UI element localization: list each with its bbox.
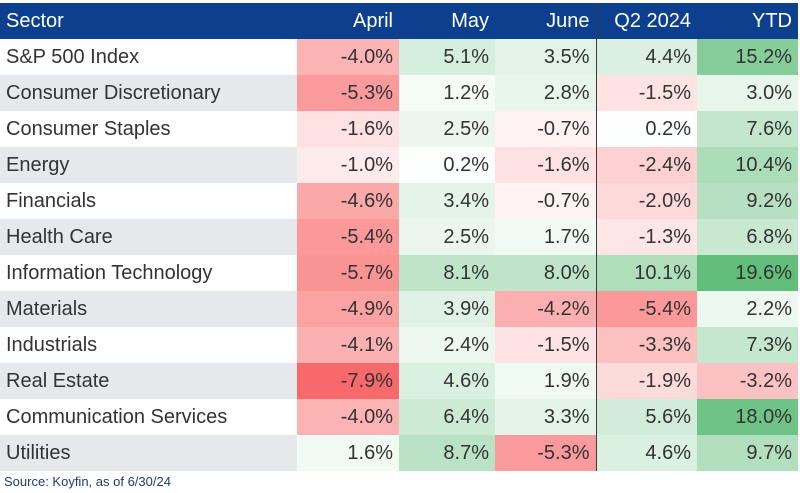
value-cell-may: 8.7% <box>399 435 495 471</box>
value-cell-april: 1.6% <box>297 435 399 471</box>
value-cell-may: 2.5% <box>399 111 495 147</box>
value-cell-ytd: 19.6% <box>697 255 798 291</box>
value-cell-ytd: 10.4% <box>697 147 798 183</box>
value-cell-june: -0.7% <box>495 111 596 147</box>
value-cell-may: 8.1% <box>399 255 495 291</box>
value-cell-q2-2024: -2.4% <box>595 147 697 183</box>
value-cell-april: -1.0% <box>297 147 399 183</box>
value-cell-april: -1.6% <box>297 111 399 147</box>
value-cell-may: 2.5% <box>399 219 495 255</box>
table-row: Materials -4.9% 3.9% -4.2% -5.4% 2.2% <box>0 291 798 327</box>
value-cell-ytd: 15.2% <box>697 39 798 75</box>
column-header-may: May <box>399 3 495 39</box>
table-row: Real Estate -7.9% 4.6% 1.9% -1.9% -3.2% <box>0 363 798 399</box>
value-cell-q2-2024: 5.6% <box>595 399 697 435</box>
value-cell-june: -1.6% <box>495 147 596 183</box>
value-cell-april: -4.9% <box>297 291 399 327</box>
sector-label: S&P 500 Index <box>0 39 297 75</box>
value-cell-may: 2.4% <box>399 327 495 363</box>
value-cell-may: 3.4% <box>399 183 495 219</box>
table-row: Energy -1.0% 0.2% -1.6% -2.4% 10.4% <box>0 147 798 183</box>
value-cell-ytd: 2.2% <box>697 291 798 327</box>
column-header-sector: Sector <box>0 3 297 39</box>
value-cell-june: 8.0% <box>495 255 596 291</box>
sector-label: Financials <box>0 183 297 219</box>
sector-label: Consumer Discretionary <box>0 75 297 111</box>
value-cell-may: 4.6% <box>399 363 495 399</box>
sector-label: Industrials <box>0 327 297 363</box>
value-cell-q2-2024: -1.3% <box>595 219 697 255</box>
value-cell-q2-2024: -1.9% <box>595 363 697 399</box>
value-cell-june: 2.8% <box>495 75 596 111</box>
value-cell-june: -4.2% <box>495 291 596 327</box>
sector-label: Communication Services <box>0 399 297 435</box>
table-body: S&P 500 Index -4.0% 5.1% 3.5% 4.4% 15.2% Consu… <box>0 39 798 471</box>
table-row: Financials -4.6% 3.4% -0.7% -2.0% 9.2% <box>0 183 798 219</box>
value-cell-june: -5.3% <box>495 435 596 471</box>
value-cell-june: -1.5% <box>495 327 596 363</box>
value-cell-q2-2024: -2.0% <box>595 183 697 219</box>
value-cell-april: -4.1% <box>297 327 399 363</box>
value-cell-april: -4.0% <box>297 39 399 75</box>
value-cell-q2-2024: 4.4% <box>595 39 697 75</box>
value-cell-ytd: 6.8% <box>697 219 798 255</box>
table-row: S&P 500 Index -4.0% 5.1% 3.5% 4.4% 15.2% <box>0 39 798 75</box>
value-cell-ytd: 3.0% <box>697 75 798 111</box>
value-cell-q2-2024: -3.3% <box>595 327 697 363</box>
sector-label: Materials <box>0 291 297 327</box>
value-cell-q2-2024: 0.2% <box>595 111 697 147</box>
value-cell-april: -7.9% <box>297 363 399 399</box>
value-cell-june: 3.3% <box>495 399 596 435</box>
table-row: Communication Services -4.0% 6.4% 3.3% 5.6% 1… <box>0 399 798 435</box>
value-cell-april: -5.7% <box>297 255 399 291</box>
value-cell-may: 3.9% <box>399 291 495 327</box>
table-row: Industrials -4.1% 2.4% -1.5% -3.3% 7.3% <box>0 327 798 363</box>
sector-returns-table: Sector April May June Q2 2024 YTD S&P 50… <box>0 3 798 471</box>
sector-label: Utilities <box>0 435 297 471</box>
value-cell-june: -0.7% <box>495 183 596 219</box>
table-row: Consumer Discretionary -5.3% 1.2% 2.8% -1.5%… <box>0 75 798 111</box>
sector-label: Real Estate <box>0 363 297 399</box>
value-cell-june: 3.5% <box>495 39 596 75</box>
value-cell-ytd: 18.0% <box>697 399 798 435</box>
value-cell-q2-2024: 4.6% <box>595 435 697 471</box>
value-cell-q2-2024: 10.1% <box>595 255 697 291</box>
value-cell-ytd: 7.6% <box>697 111 798 147</box>
value-cell-q2-2024: -5.4% <box>595 291 697 327</box>
value-cell-ytd: 7.3% <box>697 327 798 363</box>
sector-label: Consumer Staples <box>0 111 297 147</box>
table-row: Utilities 1.6% 8.7% -5.3% 4.6% 9.7% <box>0 435 798 471</box>
table-row: Consumer Staples -1.6% 2.5% -0.7% 0.2% 7.6% <box>0 111 798 147</box>
value-cell-april: -4.0% <box>297 399 399 435</box>
value-cell-june: 1.9% <box>495 363 596 399</box>
value-cell-may: 0.2% <box>399 147 495 183</box>
value-cell-may: 5.1% <box>399 39 495 75</box>
column-header-june: June <box>495 3 596 39</box>
value-cell-may: 1.2% <box>399 75 495 111</box>
value-cell-ytd: -3.2% <box>697 363 798 399</box>
value-cell-june: 1.7% <box>495 219 596 255</box>
value-cell-q2-2024: -1.5% <box>595 75 697 111</box>
value-cell-may: 6.4% <box>399 399 495 435</box>
sector-label: Energy <box>0 147 297 183</box>
value-cell-april: -5.4% <box>297 219 399 255</box>
column-header-q2-2024: Q2 2024 <box>595 3 697 39</box>
sector-label: Information Technology <box>0 255 297 291</box>
column-header-april: April <box>297 3 399 39</box>
value-cell-april: -4.6% <box>297 183 399 219</box>
table-row: Health Care -5.4% 2.5% 1.7% -1.3% 6.8% <box>0 219 798 255</box>
column-header-ytd: YTD <box>697 3 798 39</box>
value-cell-ytd: 9.2% <box>697 183 798 219</box>
sector-label: Health Care <box>0 219 297 255</box>
value-cell-april: -5.3% <box>297 75 399 111</box>
table-row: Information Technology -5.7% 8.1% 8.0% 10.1%… <box>0 255 798 291</box>
value-cell-ytd: 9.7% <box>697 435 798 471</box>
header-row: Sector April May June Q2 2024 YTD <box>0 3 798 39</box>
source-note: Source: Koyfin, as of 6/30/24 <box>4 474 171 489</box>
